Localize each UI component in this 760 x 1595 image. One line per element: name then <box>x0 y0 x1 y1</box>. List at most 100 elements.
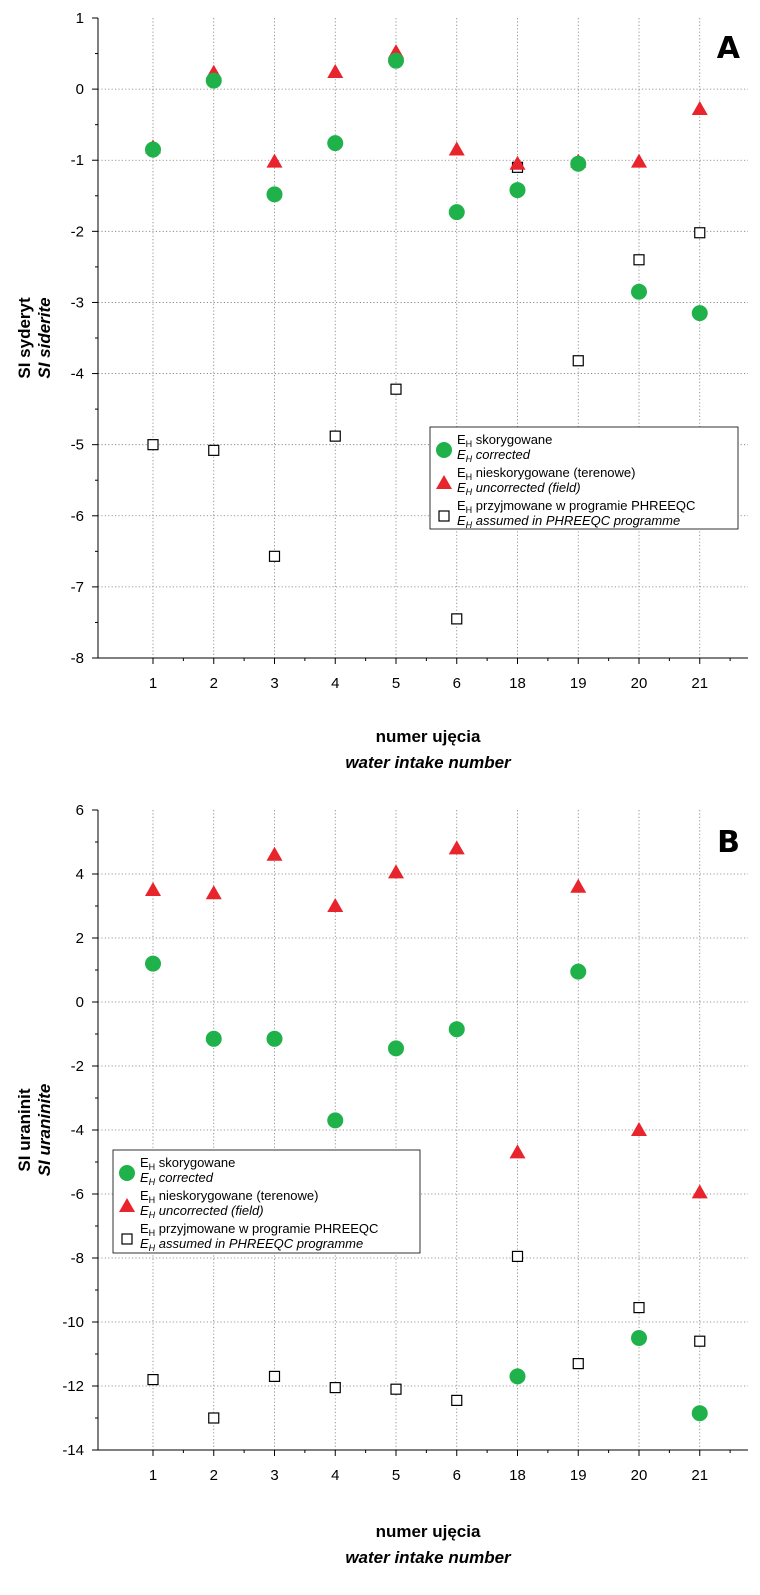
x-tick-label: 4 <box>331 675 339 692</box>
y-tick-label: -1 <box>71 152 84 169</box>
x-tick-label: 4 <box>331 1467 339 1484</box>
legend-marker-assumed <box>438 510 450 522</box>
legend-label-uncorrected: EH nieskorygowane (terenowe) <box>457 465 635 482</box>
legend-marker-uncorrected <box>436 475 452 489</box>
y-tick-label: -3 <box>71 294 84 311</box>
y-tick-label: 2 <box>76 930 84 947</box>
x-tick-label: 18 <box>509 675 526 692</box>
legend-label-en-assumed: EH assumed in PHREEQC programme <box>457 513 680 530</box>
x-tick-label: 6 <box>453 675 461 692</box>
data-point-assumed <box>633 254 645 266</box>
data-point-corrected <box>691 305 708 322</box>
data-point-uncorrected <box>631 1122 647 1136</box>
data-point-assumed <box>329 1381 341 1394</box>
data-point-corrected <box>388 52 404 69</box>
legend-label-en-uncorrected: EH uncorrected (field) <box>140 1203 264 1220</box>
x-tick-label: 5 <box>392 675 400 692</box>
legend-box <box>112 1149 421 1254</box>
data-point-assumed <box>451 1394 463 1407</box>
legend-label-uncorrected: EH nieskorygowane (terenowe) <box>140 1188 318 1205</box>
data-point-assumed <box>268 550 281 562</box>
y-tick-label: -7 <box>71 579 84 596</box>
panel-letter: B <box>717 825 740 860</box>
x-tick-label: 3 <box>270 1467 278 1484</box>
x-axis-title-en: water intake number <box>345 1548 512 1567</box>
data-point-uncorrected <box>448 840 465 855</box>
legend-label-assumed: EH przyjmowane w programie PHREEQC <box>140 1221 378 1238</box>
data-point-uncorrected <box>327 898 344 912</box>
legend-marker-uncorrected <box>119 1198 135 1212</box>
y-tick-label: -8 <box>71 650 84 667</box>
y-tick-label: -12 <box>62 1378 84 1395</box>
y-tick-label: -6 <box>71 508 84 525</box>
data-point-assumed <box>147 1373 159 1386</box>
data-point-corrected <box>570 155 587 172</box>
data-point-uncorrected <box>388 864 404 879</box>
legend-marker-corrected <box>436 442 452 458</box>
x-tick-label: 1 <box>149 1467 157 1484</box>
data-point-corrected <box>145 141 161 158</box>
data-point-uncorrected <box>509 1144 526 1159</box>
data-point-uncorrected <box>266 153 283 168</box>
x-tick-label: 5 <box>392 1467 400 1484</box>
x-tick-label: 19 <box>570 1467 587 1484</box>
data-point-assumed <box>511 1250 524 1263</box>
data-point-uncorrected <box>509 155 526 170</box>
legend-label-assumed: EH przyjmowane w programie PHREEQC <box>457 498 695 515</box>
legend-label-en-uncorrected: EH uncorrected (field) <box>457 480 581 497</box>
legend-marker-corrected <box>119 1165 135 1181</box>
y-tick-label: -5 <box>71 437 84 454</box>
data-point-corrected <box>145 955 161 972</box>
panel-letter: A <box>717 31 741 66</box>
x-tick-label: 21 <box>691 1467 708 1484</box>
y-tick-label: -14 <box>62 1442 84 1459</box>
data-point-corrected <box>266 186 283 203</box>
x-tick-label: 6 <box>453 1467 461 1484</box>
y-tick-label: 0 <box>76 994 84 1011</box>
y-tick-label: 1 <box>76 10 84 27</box>
data-point-assumed <box>208 444 220 456</box>
data-point-corrected <box>266 1030 283 1047</box>
y-tick-label: -4 <box>71 1122 84 1139</box>
data-point-corrected <box>327 1112 344 1129</box>
data-point-uncorrected <box>448 141 465 156</box>
data-point-corrected <box>327 135 344 152</box>
data-point-corrected <box>509 1368 526 1385</box>
data-point-corrected <box>631 283 647 300</box>
data-point-assumed <box>390 383 402 395</box>
data-point-assumed <box>208 1412 220 1424</box>
x-axis-title: numer ujęcia <box>376 727 481 746</box>
data-point-assumed <box>572 355 584 367</box>
y-tick-label: -2 <box>71 223 84 240</box>
data-point-corrected <box>570 963 587 980</box>
y-axis-title-en: SI uraninite <box>35 1084 54 1177</box>
data-point-uncorrected <box>691 1184 708 1199</box>
data-point-assumed <box>329 430 341 442</box>
data-point-corrected <box>509 182 526 199</box>
x-tick-label: 3 <box>270 675 278 692</box>
x-tick-label: 19 <box>570 675 587 692</box>
y-tick-label: 4 <box>76 866 84 883</box>
y-tick-label: -10 <box>62 1314 84 1331</box>
y-tick-label: -6 <box>71 1186 84 1203</box>
data-point-uncorrected <box>145 882 161 896</box>
data-point-corrected <box>448 204 465 221</box>
legend-label-corrected: EH skorygowane <box>140 1155 235 1172</box>
x-tick-label: 20 <box>631 1467 648 1484</box>
data-point-assumed <box>268 1370 281 1383</box>
data-point-uncorrected <box>266 846 283 861</box>
data-point-uncorrected <box>570 878 587 893</box>
data-point-assumed <box>572 1357 584 1370</box>
x-tick-label: 21 <box>691 675 708 692</box>
x-tick-label: 18 <box>509 1467 526 1484</box>
data-point-corrected <box>448 1021 465 1038</box>
data-point-corrected <box>205 72 222 89</box>
legend-label-en-corrected: EH corrected <box>140 1170 214 1187</box>
legend-box <box>429 426 739 530</box>
data-point-assumed <box>633 1301 645 1314</box>
legend-label-corrected: EH skorygowane <box>457 432 552 449</box>
data-point-uncorrected <box>327 64 344 79</box>
